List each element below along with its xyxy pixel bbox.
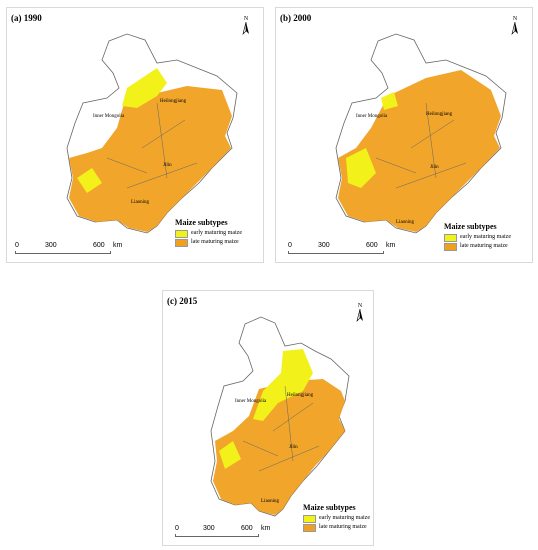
label-heilongjiang: Heilongjiang <box>426 112 453 117</box>
legend-item-early: early maturing maize <box>444 233 511 242</box>
label-liaoning: Liaoning <box>396 220 415 225</box>
north-arrow-icon: N <box>508 16 522 35</box>
legend-title: Maize subtypes <box>303 503 356 512</box>
label-heilongjiang: Heilongjiang <box>160 99 187 104</box>
label-inner-mongolia: Inner Mongolia <box>93 114 125 119</box>
map-panel-2015: (c) 2015 Inner Mongolia Heilongjiang Jil… <box>162 290 374 546</box>
panel-title: (a) 1990 <box>11 13 42 23</box>
north-arrow-icon: N <box>353 303 367 322</box>
legend-item-late: late maturing maize <box>444 242 511 251</box>
legend: Maize subtypes early maturing maize late… <box>175 218 242 247</box>
legend-item-late: late maturing maize <box>175 238 242 247</box>
panel-title: (c) 2015 <box>167 296 198 306</box>
scale-bar: 0 300 600 km <box>175 525 270 537</box>
label-inner-mongolia: Inner Mongolia <box>235 399 267 404</box>
label-liaoning: Liaoning <box>131 200 150 205</box>
scale-bar: 0 300 600 km <box>288 242 395 254</box>
label-jilin: Jilin <box>289 445 298 450</box>
panel-title: (b) 2000 <box>280 13 312 23</box>
north-arrow-icon: N <box>239 16 253 35</box>
label-heilongjiang: Heilongjiang <box>287 393 314 398</box>
legend-item-late: late maturing maize <box>303 523 370 532</box>
map-2000 <box>335 33 507 234</box>
map-1990 <box>66 33 238 234</box>
legend: Maize subtypes early maturing maize late… <box>444 222 511 251</box>
legend-item-early: early maturing maize <box>303 514 370 523</box>
map-panel-2000: (b) 2000 Inner Mongolia Heilongjiang Jil… <box>275 7 533 263</box>
label-liaoning: Liaoning <box>261 499 280 504</box>
map-panel-1990: (a) 1990 Inner Mongolia Heilongjiang Jil… <box>6 7 264 263</box>
legend: Maize subtypes early maturing maize late… <box>303 503 370 532</box>
legend-title: Maize subtypes <box>175 218 228 227</box>
legend-title: Maize subtypes <box>444 222 497 231</box>
scale-bar: 0 300 600 km <box>15 242 122 254</box>
map-2015 <box>210 316 350 517</box>
legend-item-early: early maturing maize <box>175 229 242 238</box>
label-jilin: Jilin <box>430 165 439 170</box>
label-inner-mongolia: Inner Mongolia <box>356 114 388 119</box>
label-jilin: Jilin <box>163 163 172 168</box>
